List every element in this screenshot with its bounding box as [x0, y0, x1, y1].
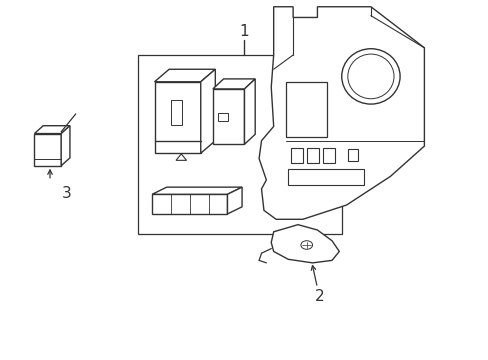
Ellipse shape — [347, 54, 393, 99]
Bar — [137, 55, 341, 234]
Polygon shape — [152, 194, 227, 214]
Bar — [287, 169, 363, 185]
Circle shape — [300, 241, 312, 249]
Text: 3: 3 — [62, 186, 72, 201]
Polygon shape — [244, 79, 255, 144]
Bar — [322, 148, 334, 163]
Bar — [290, 148, 302, 163]
Polygon shape — [34, 126, 70, 134]
Bar — [306, 148, 318, 163]
Polygon shape — [176, 154, 186, 160]
Polygon shape — [271, 225, 339, 263]
Polygon shape — [212, 89, 244, 144]
Polygon shape — [61, 126, 70, 166]
Text: 1: 1 — [239, 24, 249, 39]
Bar — [285, 82, 326, 137]
Bar — [347, 149, 358, 161]
Polygon shape — [154, 69, 215, 82]
Polygon shape — [212, 79, 255, 89]
Polygon shape — [170, 100, 182, 125]
Polygon shape — [201, 69, 215, 153]
Polygon shape — [34, 134, 61, 166]
Polygon shape — [154, 82, 201, 153]
Polygon shape — [227, 187, 242, 214]
Text: 2: 2 — [314, 289, 324, 303]
Polygon shape — [259, 7, 424, 219]
Polygon shape — [152, 187, 242, 194]
Polygon shape — [217, 113, 228, 121]
Ellipse shape — [341, 49, 399, 104]
